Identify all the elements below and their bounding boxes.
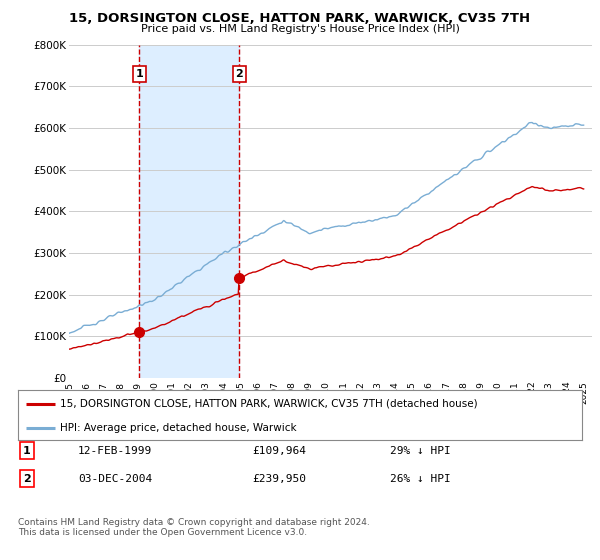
Text: 2: 2 [23, 474, 31, 484]
Text: 15, DORSINGTON CLOSE, HATTON PARK, WARWICK, CV35 7TH (detached house): 15, DORSINGTON CLOSE, HATTON PARK, WARWI… [60, 399, 478, 409]
Text: 12-FEB-1999: 12-FEB-1999 [78, 446, 152, 456]
Text: £239,950: £239,950 [252, 474, 306, 484]
Text: 15, DORSINGTON CLOSE, HATTON PARK, WARWICK, CV35 7TH: 15, DORSINGTON CLOSE, HATTON PARK, WARWI… [70, 12, 530, 25]
Bar [139, 45, 239, 378]
Text: 29% ↓ HPI: 29% ↓ HPI [390, 446, 451, 456]
Text: 2: 2 [235, 69, 243, 79]
Text: 1: 1 [136, 69, 143, 79]
Text: HPI: Average price, detached house, Warwick: HPI: Average price, detached house, Warw… [60, 423, 297, 433]
Text: 1: 1 [23, 446, 31, 456]
Text: 26% ↓ HPI: 26% ↓ HPI [390, 474, 451, 484]
Text: Price paid vs. HM Land Registry's House Price Index (HPI): Price paid vs. HM Land Registry's House … [140, 24, 460, 34]
Text: £109,964: £109,964 [252, 446, 306, 456]
Text: Contains HM Land Registry data © Crown copyright and database right 2024.
This d: Contains HM Land Registry data © Crown c… [18, 518, 370, 538]
Text: 03-DEC-2004: 03-DEC-2004 [78, 474, 152, 484]
